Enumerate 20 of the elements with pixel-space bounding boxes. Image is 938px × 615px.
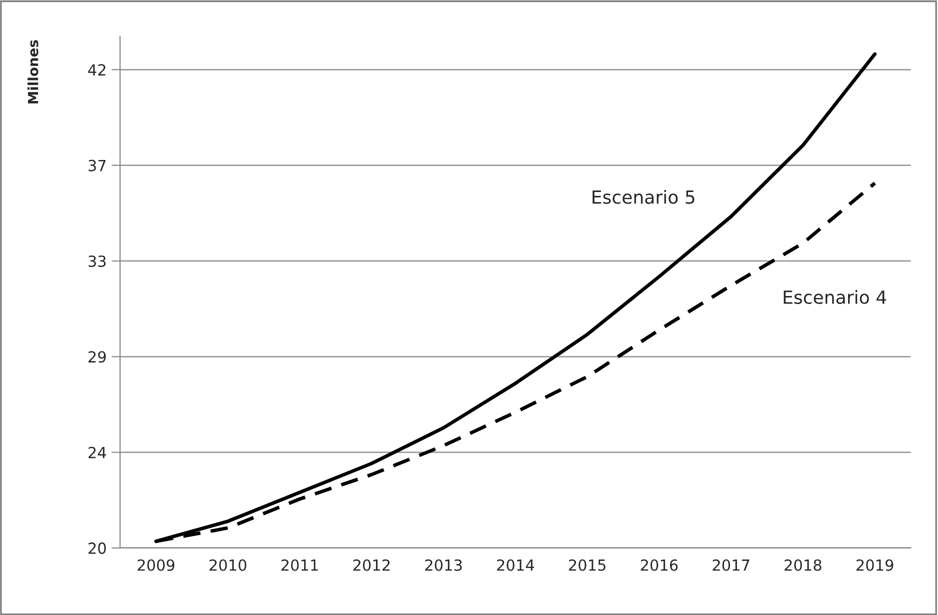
y-tick-label: 42 — [88, 64, 106, 76]
x-tick-label: 2010 — [210, 559, 246, 571]
x-tick-label: 2017 — [712, 559, 750, 571]
x-tick-label: 2018 — [784, 559, 822, 571]
x-tick-label: 2016 — [640, 559, 678, 571]
y-tick-label: 37 — [88, 160, 106, 172]
y-tick-label: 29 — [88, 351, 106, 363]
x-tick-label: 2012 — [353, 559, 390, 571]
x-tick-label: 2015 — [568, 559, 606, 571]
x-tick-label: 2014 — [497, 559, 534, 571]
y-tick-label: 33 — [88, 255, 106, 267]
x-tick-label: 2009 — [138, 559, 174, 571]
y-axis-title: Millones — [28, 40, 38, 104]
series-label: Escenario 5 — [592, 190, 694, 204]
x-tick-label: 2011 — [281, 559, 318, 571]
x-tick-label: 2019 — [856, 559, 894, 571]
y-tick-label: 20 — [88, 542, 106, 554]
x-tick-label: 2013 — [425, 559, 462, 571]
y-tick-label: 24 — [88, 446, 106, 458]
series-label: Escenario 4 — [784, 290, 886, 304]
